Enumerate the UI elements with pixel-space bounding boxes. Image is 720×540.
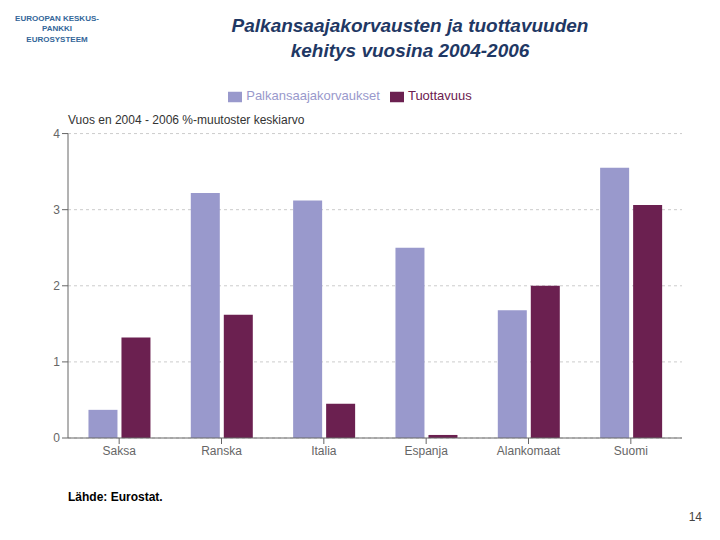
svg-text:4: 4 bbox=[53, 127, 60, 141]
svg-text:Alankomaat: Alankomaat bbox=[497, 444, 561, 458]
svg-text:Espanja: Espanja bbox=[404, 444, 448, 458]
svg-text:Vuos en 2004 - 2006 %-muutoste: Vuos en 2004 - 2006 %-muutoster keskiarv… bbox=[68, 113, 305, 127]
html-text:Palkansaajakorvausten ja tuott: Palkansaajakorvausten ja tuottavuuden bbox=[231, 15, 589, 36]
html-text:Palkansaajakorvaukset: Palkansaajakorvaukset bbox=[246, 88, 380, 103]
svg-text:2: 2 bbox=[53, 279, 60, 293]
html-text:Lähde: Eurostat.: Lähde: Eurostat. bbox=[68, 490, 163, 504]
svg-text:Italia: Italia bbox=[311, 444, 337, 458]
html-text:14: 14 bbox=[688, 510, 702, 524]
html-text:Tuottavuus: Tuottavuus bbox=[407, 88, 472, 103]
svg-text:Ranska: Ranska bbox=[201, 444, 242, 458]
html-text:EUROOPAN KESKUS- PANKKI EUROSY: EUROOPAN KESKUS- PANKKI EUROSYSTEEM bbox=[15, 14, 99, 44]
svg-text:1: 1 bbox=[53, 355, 60, 369]
html-text:kehitys vuosina 2004-2006: kehitys vuosina 2004-2006 bbox=[290, 39, 530, 61]
svg-text:Saksa: Saksa bbox=[102, 444, 136, 458]
svg-text:3: 3 bbox=[53, 203, 60, 217]
svg-text:Suomi: Suomi bbox=[614, 444, 648, 458]
svg-text:0: 0 bbox=[53, 431, 60, 445]
